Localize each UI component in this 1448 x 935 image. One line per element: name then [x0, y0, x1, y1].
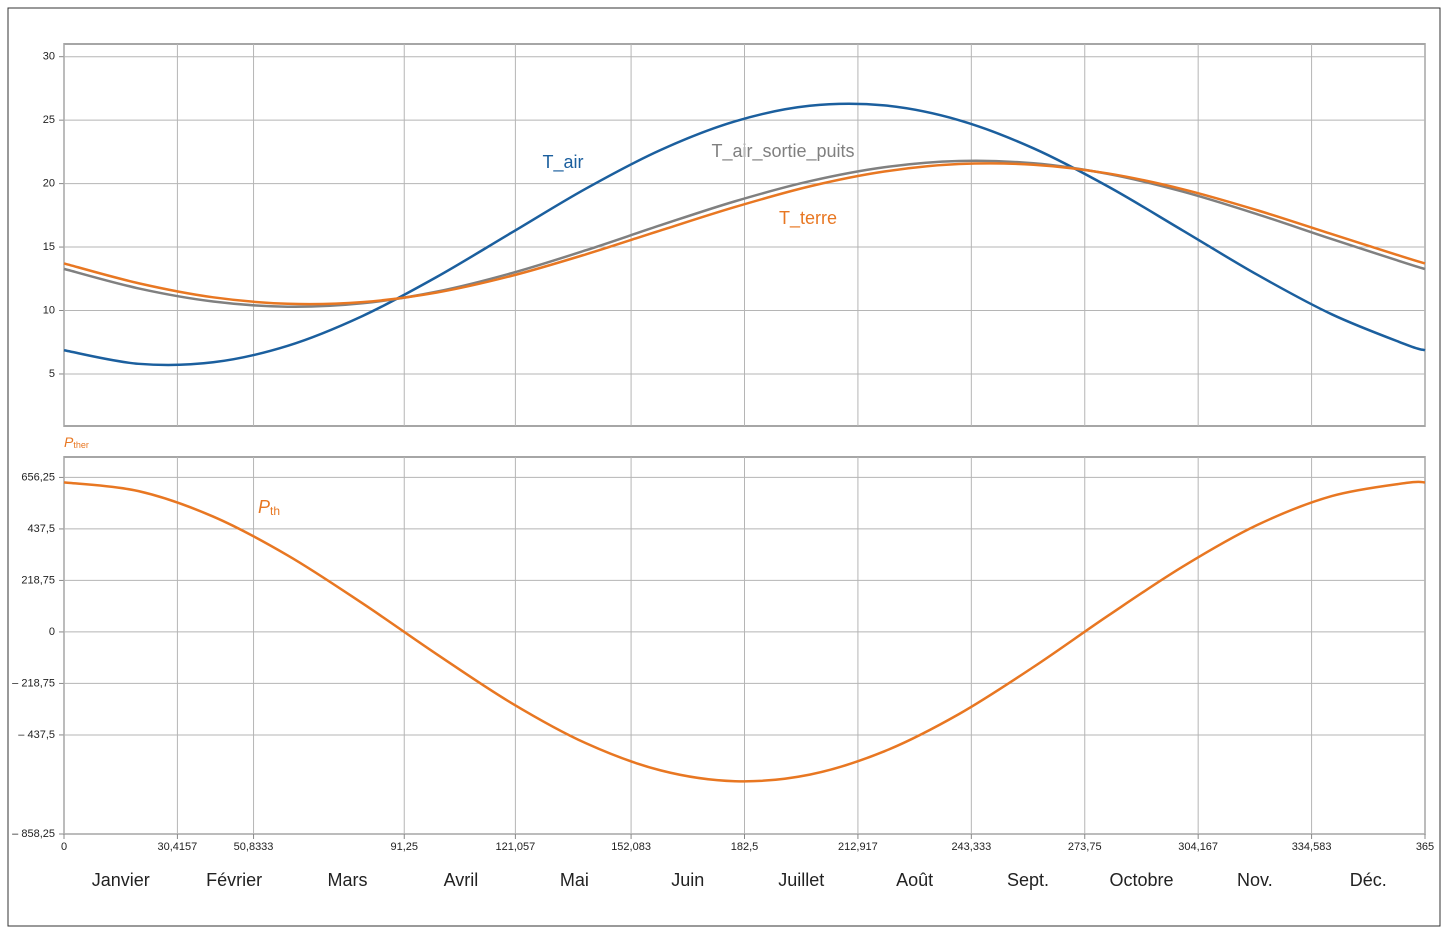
x-tick-label: 30,4157 [158, 841, 198, 853]
month-label: Sept. [1007, 870, 1049, 890]
series-line [63, 102, 1426, 367]
series-line [63, 162, 1426, 306]
x-tick-label: 0 [61, 841, 67, 853]
y-tick-label: 218,75 [21, 574, 55, 586]
series-line [63, 159, 1426, 308]
annotation: Pth [258, 497, 280, 518]
x-tick-label: 243,333 [951, 841, 991, 853]
month-label: Juin [671, 870, 704, 890]
month-label: Déc. [1350, 870, 1387, 890]
y-axis-label: Pther [64, 434, 89, 451]
month-label: Juillet [778, 870, 824, 890]
x-tick-label: 152,083 [611, 841, 651, 853]
frame [7, 7, 1441, 927]
month-label: Octobre [1109, 870, 1173, 890]
x-tick-label: 121,057 [496, 841, 536, 853]
y-label-main: P [64, 434, 74, 450]
month-label: Nov. [1237, 870, 1273, 890]
y-tick-label: 30 [43, 51, 55, 63]
x-tick-label: 365 [1416, 841, 1434, 853]
y-tick-label: 5 [49, 368, 55, 380]
annotation: T_terre [779, 208, 837, 229]
y-tick-label: – 218,75 [12, 677, 55, 689]
x-tick-label: 182,5 [731, 841, 759, 853]
y-tick-label: 0 [49, 626, 55, 638]
series-line [63, 480, 1426, 783]
month-label: Janvier [92, 870, 150, 890]
annotation: T_air_sortie_puits [711, 141, 854, 162]
x-tick-label: 273,75 [1068, 841, 1102, 853]
annotation-main: P [258, 497, 270, 517]
x-tick-label: 91,25 [390, 841, 418, 853]
x-tick-label: 334,583 [1292, 841, 1332, 853]
x-tick-label: 212,917 [838, 841, 878, 853]
y-tick-label: 437,5 [27, 523, 55, 535]
annotation: T_air [542, 152, 583, 173]
x-tick-label: 50,8333 [234, 841, 274, 853]
y-tick-label: 20 [43, 178, 55, 190]
month-label: Avril [444, 870, 479, 890]
y-tick-label: 656,25 [21, 471, 55, 483]
annotation-sub: th [270, 504, 280, 518]
x-tick-label: 304,167 [1178, 841, 1218, 853]
month-label: Mars [328, 870, 368, 890]
month-label: Février [206, 870, 262, 890]
y-tick-label: – 437,5 [18, 729, 55, 741]
y-label-sub: ther [73, 440, 89, 450]
y-tick-label: 15 [43, 241, 55, 253]
month-label: Août [896, 870, 933, 890]
y-tick-label: 25 [43, 114, 55, 126]
y-tick-label: – 858,25 [12, 828, 55, 840]
month-label: Mai [560, 870, 589, 890]
y-tick-label: 10 [43, 304, 55, 316]
